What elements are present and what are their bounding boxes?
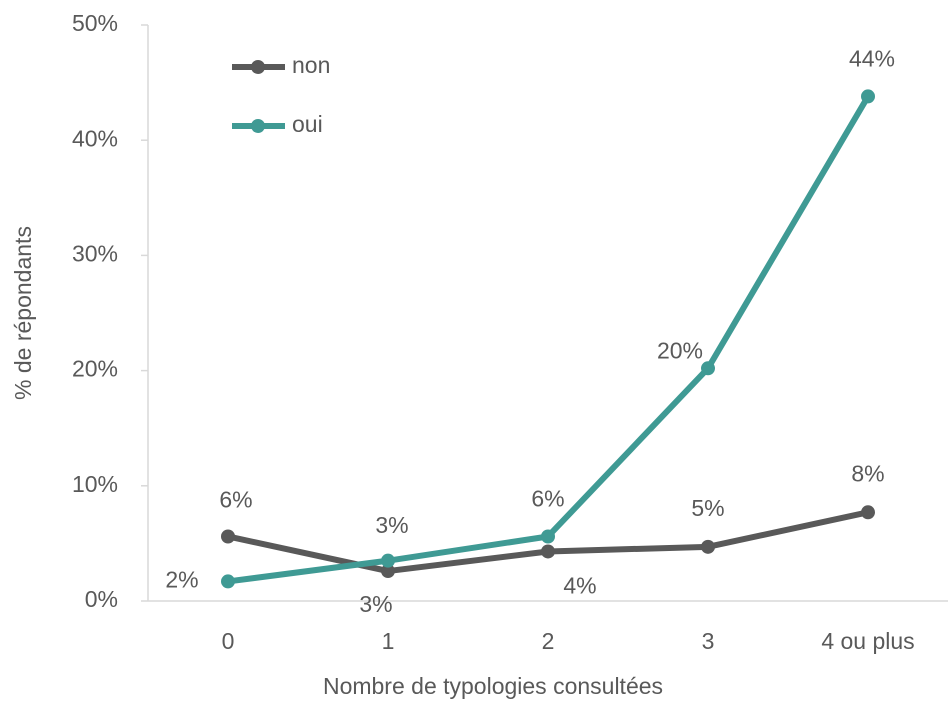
point bbox=[381, 564, 395, 579]
x-tick-label: 4 ou plus bbox=[821, 628, 914, 654]
point bbox=[701, 539, 715, 554]
x-tick-label: 3 bbox=[702, 628, 715, 654]
data-label: 6% bbox=[531, 486, 564, 512]
point bbox=[221, 529, 235, 544]
point bbox=[861, 505, 875, 520]
data-label: 3% bbox=[359, 591, 392, 617]
data-label: 20% bbox=[657, 337, 703, 363]
data-label: 3% bbox=[375, 512, 408, 538]
y-tick-label: 40% bbox=[72, 125, 118, 151]
point bbox=[701, 361, 715, 376]
point bbox=[541, 544, 555, 559]
point bbox=[541, 529, 555, 544]
y-tick-label: 0% bbox=[85, 586, 118, 612]
legend-label: non bbox=[292, 52, 330, 78]
legend-label: oui bbox=[292, 111, 323, 137]
x-tick-label: 1 bbox=[382, 628, 395, 654]
data-label: 2% bbox=[165, 566, 198, 592]
point bbox=[221, 574, 235, 589]
data-label: 44% bbox=[849, 46, 895, 72]
y-axis-title: % de répondants bbox=[10, 226, 36, 400]
legend-marker bbox=[251, 60, 265, 74]
point bbox=[381, 553, 395, 568]
data-label: 8% bbox=[851, 460, 884, 486]
y-tick-label: 30% bbox=[72, 240, 118, 266]
x-tick-label: 2 bbox=[542, 628, 555, 654]
data-label: 4% bbox=[563, 573, 596, 599]
legend-marker bbox=[251, 119, 265, 133]
y-tick-label: 20% bbox=[72, 356, 118, 382]
y-tick-label: 10% bbox=[72, 471, 118, 497]
point bbox=[861, 89, 875, 104]
data-label: 5% bbox=[691, 495, 724, 521]
x-axis-title: Nombre de typologies consultées bbox=[323, 673, 663, 699]
y-tick-label: 50% bbox=[72, 10, 118, 36]
x-tick-label: 0 bbox=[222, 628, 235, 654]
data-label: 6% bbox=[219, 487, 252, 513]
